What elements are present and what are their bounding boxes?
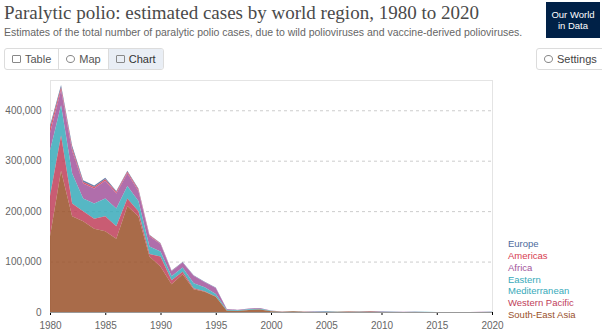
html-text:Europe: Europe xyxy=(508,238,539,249)
svg-text:100,000: 100,000 xyxy=(5,256,42,267)
html-text:Paralytic polio: estimated cas: Paralytic polio: estimated cases by worl… xyxy=(4,2,479,23)
svg-text:2010: 2010 xyxy=(371,320,394,331)
html-text:South-East Asia: South-East Asia xyxy=(508,309,576,320)
html-text:Map: Map xyxy=(79,53,101,65)
html-text:Table: Table xyxy=(25,53,52,65)
svg-text:2000: 2000 xyxy=(260,320,283,331)
svg-text:1990: 1990 xyxy=(150,320,173,331)
svg-text:2005: 2005 xyxy=(316,320,339,331)
svg-text:300,000: 300,000 xyxy=(5,155,42,166)
html-text:Our World in Data: Our World in Data xyxy=(551,9,595,31)
svg-text:0: 0 xyxy=(36,307,42,318)
svg-text:1995: 1995 xyxy=(205,320,228,331)
html-text:Settings: Settings xyxy=(557,53,597,65)
svg-text:400,000: 400,000 xyxy=(5,105,42,116)
html-text:Eastern Mediterranean: Eastern Mediterranean xyxy=(508,274,570,296)
html-text:Americas: Americas xyxy=(508,250,548,261)
svg-text:200,000: 200,000 xyxy=(5,206,42,217)
svg-text:2020: 2020 xyxy=(481,320,504,331)
svg-text:1980: 1980 xyxy=(39,320,62,331)
html-text:Estimates of the total number: Estimates of the total number of paralyt… xyxy=(4,26,523,38)
html-text:Africa: Africa xyxy=(508,262,533,273)
svg-text:1985: 1985 xyxy=(95,320,118,331)
svg-text:2015: 2015 xyxy=(426,320,449,331)
html-text:Western Pacific: Western Pacific xyxy=(508,297,574,308)
html-text:Chart: Chart xyxy=(128,53,156,65)
